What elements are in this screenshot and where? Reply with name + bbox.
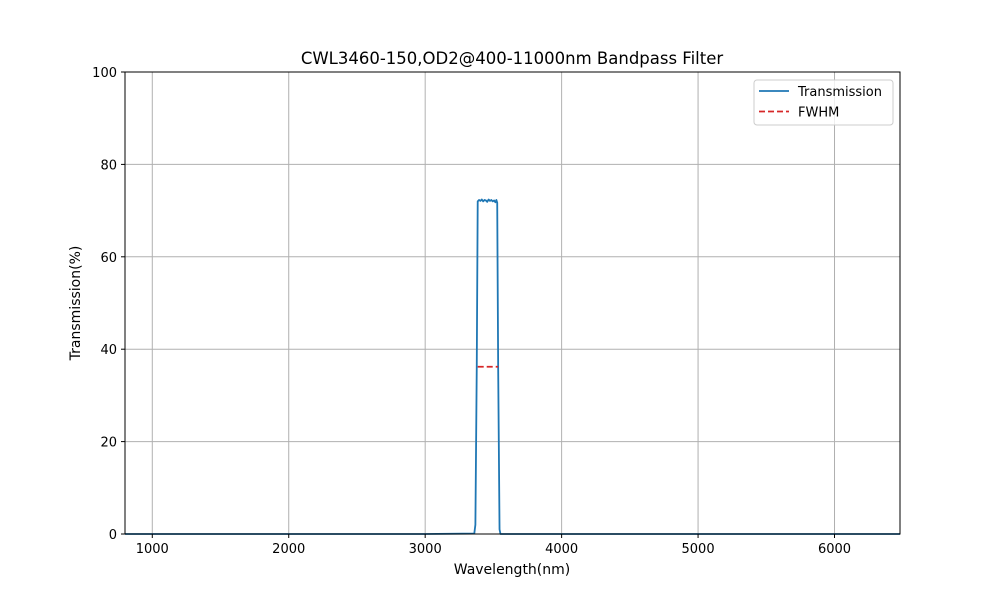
y-tick-label: 60 xyxy=(100,251,117,266)
y-tick-label: 100 xyxy=(92,66,117,81)
plot-frame xyxy=(124,71,901,535)
x-axis-label: Wavelength(nm) xyxy=(454,562,570,578)
x-tick-label: 2000 xyxy=(272,542,305,557)
y-axis-label: Transmission(%) xyxy=(68,246,84,362)
y-axis-ticks: 0 20 40 60 80 100 xyxy=(92,66,125,543)
x-tick-label: 1000 xyxy=(136,542,169,557)
y-tick-label: 0 xyxy=(109,528,117,543)
x-tick-label: 5000 xyxy=(682,542,715,557)
y-tick-label: 80 xyxy=(100,158,117,173)
x-axis-ticks: 1000 2000 3000 4000 5000 6000 xyxy=(136,534,851,557)
x-tick-label: 6000 xyxy=(818,542,851,557)
legend: Transmission FWHM xyxy=(753,79,894,126)
series-transmission-line xyxy=(125,198,900,535)
legend-label-fwhm: FWHM xyxy=(798,106,839,121)
plot-lines xyxy=(125,198,900,535)
x-tick-label: 3000 xyxy=(409,542,442,557)
y-tick-label: 40 xyxy=(100,343,117,358)
chart-title: CWL3460-150,OD2@400-11000nm Bandpass Fil… xyxy=(301,49,724,68)
legend-label-transmission: Transmission xyxy=(797,85,882,100)
y-tick-label: 20 xyxy=(100,436,117,451)
x-tick-label: 4000 xyxy=(545,542,578,557)
